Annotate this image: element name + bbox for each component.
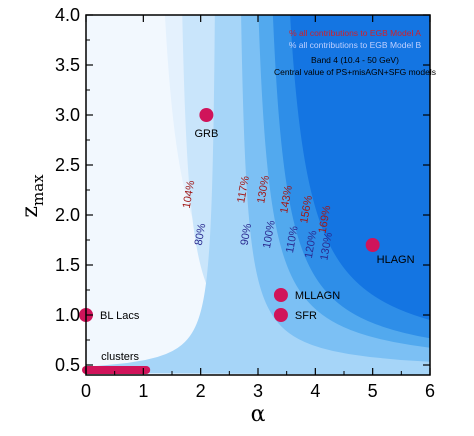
model-b-label-2: 90% bbox=[239, 222, 255, 246]
marker-grb bbox=[199, 108, 214, 122]
marker-hlagn bbox=[365, 238, 380, 252]
label-bl-lacs: BL Lacs bbox=[100, 310, 140, 322]
y-tick-label-3: 3.0 bbox=[55, 105, 80, 125]
legend-line-1: % all contributions to EGB Model A bbox=[289, 28, 421, 38]
x-axis-title: α bbox=[251, 402, 266, 427]
x-tick-label-1: 1 bbox=[138, 381, 148, 401]
shaded-regions bbox=[86, 15, 430, 375]
y-tick-label-2.5: 2.5 bbox=[55, 155, 80, 175]
model-a-label-5: 156% bbox=[298, 194, 315, 224]
model-a-label-1: 104% bbox=[181, 179, 198, 209]
x-axis: 0 1 2 3 4 5 6 bbox=[81, 15, 435, 401]
legend-line-3: Band 4 (10.4 - 50 GeV) bbox=[311, 55, 399, 65]
y-tick-label-1.5: 1.5 bbox=[55, 255, 80, 275]
y-tick-label-4: 4.0 bbox=[55, 5, 80, 25]
y-tick-label-3.5: 3.5 bbox=[55, 55, 80, 75]
y-tick-label-0.5: 0.5 bbox=[55, 355, 80, 375]
model-b-label-6: 130% bbox=[318, 231, 335, 261]
model-a-label-4: 143% bbox=[278, 184, 295, 214]
marker-mllagn bbox=[273, 288, 288, 302]
legend-line-4: Central value of PS+misAGN+SFG models bbox=[274, 67, 436, 77]
x-tick-label-0: 0 bbox=[81, 381, 91, 401]
label-sfr: SFR bbox=[295, 310, 317, 322]
x-tick-label-2: 2 bbox=[196, 381, 206, 401]
model-b-label-1: 80% bbox=[193, 222, 209, 246]
model-b-label-3: 100% bbox=[261, 219, 278, 249]
x-tick-label-4: 4 bbox=[310, 381, 320, 401]
marker-sfr bbox=[273, 308, 288, 322]
model-a-label-2: 117% bbox=[235, 175, 252, 204]
source-markers: GRB HLAGN MLLAGN SFR BL Lacs clusters bbox=[79, 108, 415, 374]
label-clusters: clusters bbox=[101, 351, 139, 363]
model-b-label-4: 110% bbox=[284, 225, 301, 254]
label-hlagn: HLAGN bbox=[377, 254, 415, 266]
y-tick-label-1: 1.0 bbox=[55, 305, 80, 325]
legend: % all contributions to EGB Model A % all… bbox=[274, 28, 436, 77]
x-tick-label-3: 3 bbox=[253, 381, 263, 401]
contour-labels: 104% 117% 130% 143% 156% 169%80% 90% 100% 110% 12… bbox=[181, 174, 335, 261]
x-tick-label-5: 5 bbox=[368, 381, 378, 401]
region-7 bbox=[290, 15, 430, 320]
y-tick-label-2: 2.0 bbox=[55, 205, 80, 225]
legend-line-2: % all contributions to EGB Model B bbox=[289, 40, 422, 50]
model-a-label-6: 169% bbox=[317, 204, 334, 234]
model-a-label-3: 130% bbox=[255, 174, 272, 204]
y-axis-title: zmax bbox=[18, 174, 47, 218]
y-axis: 0.5 1.0 1.5 2.0 2.5 3.0 3.5 4.0 bbox=[55, 5, 430, 375]
label-grb: GRB bbox=[194, 128, 218, 140]
label-mllagn: MLLAGN bbox=[295, 290, 340, 302]
model-b-label-5: 120% bbox=[303, 229, 320, 259]
x-tick-label-6: 6 bbox=[425, 381, 435, 401]
